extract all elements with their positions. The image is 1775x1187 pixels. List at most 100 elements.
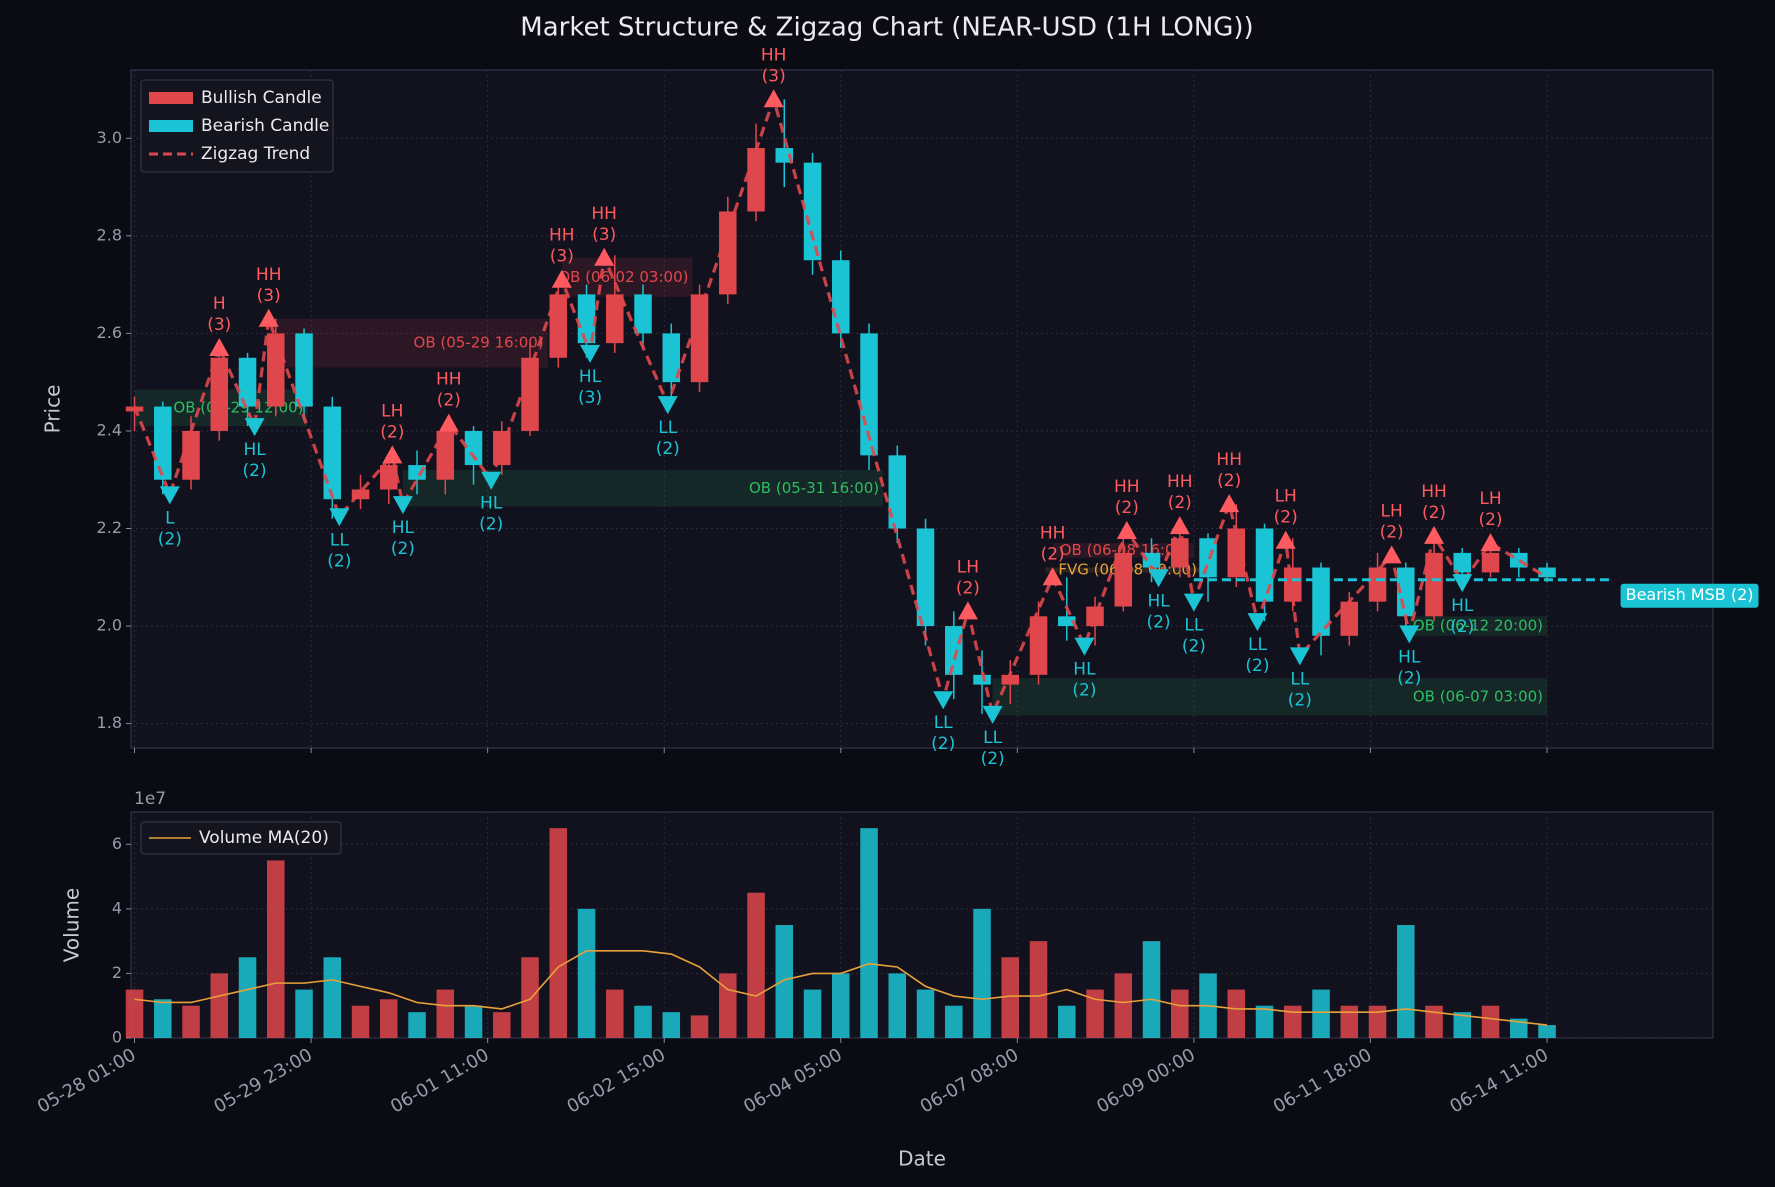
pivot-marker	[1275, 530, 1296, 549]
zone-label: OB (06-07 03:00)	[1413, 687, 1543, 705]
volume-bar	[1171, 989, 1189, 1038]
volume-bar	[125, 989, 144, 1038]
pivot-kind: LL	[934, 713, 953, 733]
volume-bar	[1227, 989, 1246, 1038]
volume-bar	[408, 1012, 426, 1038]
x-tick-label: 06-01 11:00	[387, 1044, 493, 1117]
candle-body	[549, 294, 568, 358]
y-tick-label: 2.2	[97, 518, 122, 537]
candle-body	[634, 294, 652, 334]
y-tick-label: 2	[112, 963, 122, 982]
pivot-strength: (3)	[578, 388, 602, 408]
volume-bar	[521, 957, 539, 1038]
volume-bar	[351, 1005, 370, 1038]
pivot-marker	[933, 691, 954, 710]
pivot-marker	[258, 308, 279, 327]
volume-bar	[1340, 1005, 1359, 1038]
legend-label: Bullish Candle	[201, 88, 322, 108]
msb-label-box	[1620, 583, 1759, 608]
pivot-marker	[1183, 593, 1204, 612]
volume-bar	[323, 957, 342, 1038]
pivot-strength: (2)	[1182, 637, 1206, 657]
pivot-kind: HL	[243, 440, 266, 460]
y-tick-label: 2.4	[97, 420, 122, 439]
order-block	[561, 257, 693, 297]
pivot-marker	[1074, 637, 1095, 656]
pivot-strength: (2)	[479, 515, 503, 535]
volume-bar	[577, 908, 596, 1038]
legend-label: Volume MA(20)	[199, 828, 329, 848]
volume-bar	[210, 973, 229, 1038]
candle-body	[295, 333, 313, 407]
pivot-kind: LL	[330, 530, 349, 550]
candle-body	[323, 406, 342, 500]
pivot-strength: (2)	[1274, 508, 1298, 528]
volume-bar	[436, 989, 455, 1038]
candle-body	[267, 333, 285, 407]
pivot-marker	[1247, 613, 1268, 632]
pivot-strength: (2)	[380, 422, 404, 442]
pivot-marker	[957, 601, 978, 620]
pivot-kind: HL	[1451, 596, 1474, 616]
legend-swatch	[149, 92, 193, 104]
candle-body	[662, 333, 681, 383]
volume-bar	[549, 828, 568, 1038]
pivot-strength: (2)	[931, 734, 955, 754]
pivot-strength: (3)	[762, 66, 786, 86]
pivot-marker	[329, 508, 350, 527]
pivot-strength: (2)	[327, 551, 351, 571]
volume-bar	[1255, 1005, 1274, 1038]
candle-body	[1199, 538, 1217, 578]
pivot-kind: LL	[1248, 635, 1267, 655]
pivot-kind: LH	[1275, 487, 1297, 507]
pivot-marker	[551, 269, 572, 288]
volume-ma	[134, 950, 1548, 1026]
pivot-strength: (2)	[956, 578, 980, 598]
volume-bar	[1284, 1005, 1302, 1038]
pivot-strength: (2)	[1217, 471, 1241, 491]
pivot-marker	[1116, 520, 1137, 539]
pivot-marker	[982, 705, 1003, 724]
pivot-strength: (2)	[391, 539, 415, 559]
pivot-marker	[1148, 569, 1169, 588]
y-tick-label: 1.8	[97, 713, 122, 732]
pivot-strength: (2)	[1450, 617, 1474, 637]
volume-bar	[1453, 1012, 1472, 1038]
candle-body	[436, 430, 455, 480]
pivot-kind: LL	[1290, 669, 1309, 689]
pivot-strength: (2)	[1245, 656, 1269, 676]
pivot-kind: HH	[761, 45, 787, 65]
pivot-strength: (2)	[1478, 510, 1502, 530]
pivot-kind: HL	[1398, 647, 1421, 667]
candle-body	[210, 357, 229, 431]
volume-bar	[1368, 1005, 1387, 1038]
volume-bar	[1510, 1018, 1528, 1038]
pivot-strength: (2)	[1041, 544, 1065, 564]
pivot-strength: (3)	[550, 247, 574, 267]
volume-bar	[690, 1015, 709, 1038]
volume-bar	[1114, 973, 1133, 1038]
pivot-kind: H	[213, 294, 226, 314]
volume-bar	[1481, 1005, 1500, 1038]
zone-label: OB (06-12 20:00)	[1413, 617, 1543, 635]
pivot-strength: (2)	[243, 461, 267, 481]
x-tick-label: 06-07 08:00	[917, 1044, 1023, 1117]
pivot-marker	[1381, 545, 1402, 564]
volume-bar	[775, 925, 794, 1038]
candle-body	[719, 211, 737, 295]
volume-bar	[295, 989, 313, 1038]
pivot-kind: HH	[436, 370, 462, 390]
volume-bar	[832, 973, 850, 1038]
order-block	[992, 678, 1548, 716]
pivot-strength: (3)	[592, 225, 616, 245]
candle-body	[1142, 552, 1161, 568]
volume-bar	[606, 989, 624, 1038]
x-tick-label: 06-02 15:00	[564, 1044, 670, 1117]
candle-body	[1058, 616, 1076, 627]
candle-body	[747, 148, 765, 212]
volume-bar	[803, 989, 822, 1038]
pivot-strength: (2)	[656, 439, 680, 459]
pivot-kind: HL	[392, 518, 415, 538]
pivot-marker	[763, 89, 784, 108]
candle-body	[238, 357, 257, 407]
